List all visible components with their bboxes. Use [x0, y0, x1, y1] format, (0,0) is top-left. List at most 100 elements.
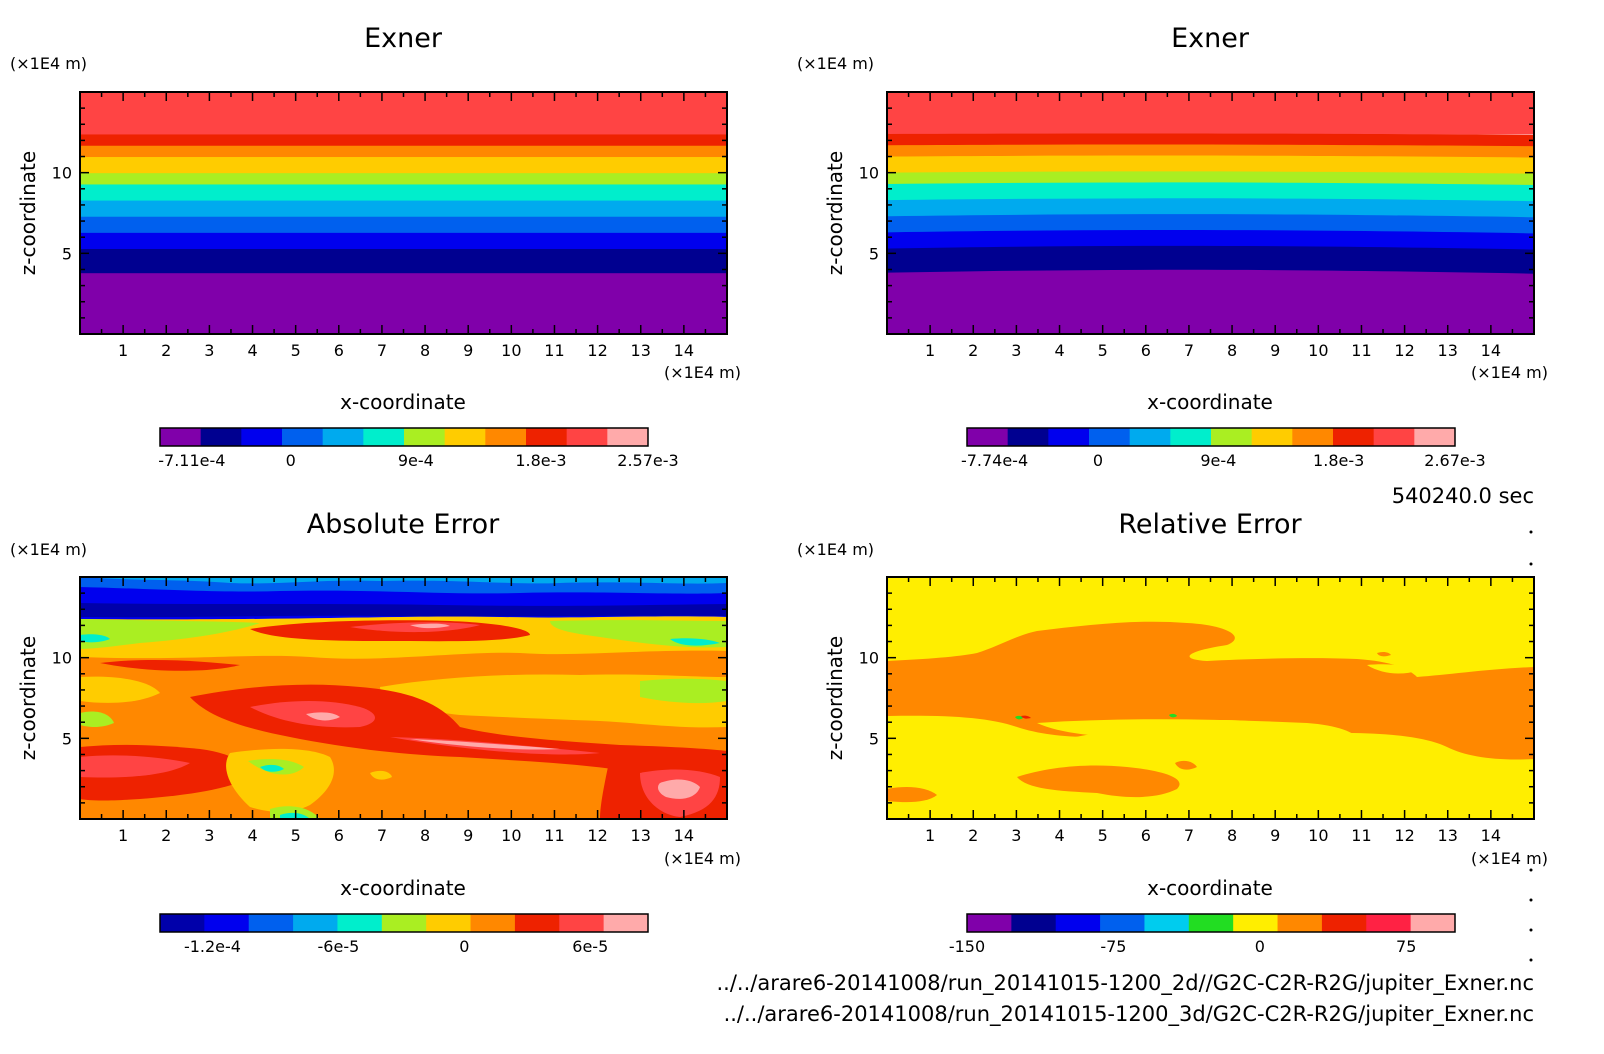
- y-tick-label: 10: [52, 164, 72, 183]
- contour-fill-yellow: [1037, 719, 1357, 740]
- x-tick-label: 1: [118, 341, 128, 360]
- colorbar-swatch: [1144, 914, 1190, 932]
- colorbar-frame: [159, 913, 649, 933]
- x-tick-label: 3: [204, 826, 214, 845]
- x-axis-ticks: 1 2 3 4 5 6 7 8 9 10 11 12 13 14: [100, 577, 707, 845]
- contour-fill-lightpink: [306, 712, 340, 721]
- x-tick-label: 14: [674, 341, 694, 360]
- x-tick-label: 6: [334, 826, 344, 845]
- contour-fill-yellow: [1247, 632, 1347, 643]
- colorbar-swatch: [566, 428, 608, 446]
- y-axis-ticks: 5 10: [859, 107, 1534, 319]
- colorbar-swatch: [1129, 428, 1171, 446]
- panel-exner-3d: Exner (×1E4 m) 1 2 3 4 5 6 7 8 9 10 11 12 13 14 510 (…: [797, 23, 1548, 470]
- contour-fill-green: [1169, 713, 1177, 718]
- colorbar-swatch: [1277, 914, 1323, 932]
- exner-band: [80, 232, 727, 249]
- exner-band: [80, 200, 727, 217]
- x-tick-label: 4: [247, 826, 257, 845]
- y-axis-label: z-coordinate: [16, 636, 40, 760]
- colorbar-swatch: [282, 428, 324, 446]
- x-axis-label: x-coordinate: [340, 876, 466, 900]
- panel-relative-error: Relative Error (×1E4 m) 1 2 3 4 5 6 7 8 9 10 11: [797, 509, 1548, 956]
- colorbar-swatch: [1292, 428, 1334, 446]
- colorbar-tick-label: -1.2e-4: [184, 937, 241, 956]
- colorbar-swatch: [160, 428, 202, 446]
- contour-fill-yellow: [887, 715, 1367, 760]
- contour-fill-yellow: [370, 770, 392, 780]
- contour-fill-darkblue: [80, 603, 727, 618]
- x-tick-label: 12: [587, 826, 607, 845]
- colorbar-swatch: [322, 428, 364, 446]
- x-tick-label: 5: [291, 341, 301, 360]
- abs-error-contours: [80, 577, 727, 819]
- x-tick-label: 5: [1098, 826, 1108, 845]
- colorbar-swatch: [426, 914, 472, 932]
- y-unit-label: (×1E4 m): [10, 540, 87, 559]
- contour-fill-orange: [1377, 651, 1391, 657]
- colorbar-swatch: [1048, 428, 1090, 446]
- contour-fill-lightpink: [658, 779, 700, 799]
- y-tick-label: 5: [869, 244, 879, 263]
- colorbar-swatch: [363, 428, 405, 446]
- x-tick-label: 4: [247, 341, 257, 360]
- colorbar-swatch: [1007, 428, 1049, 446]
- x-tick-label: 11: [1351, 341, 1371, 360]
- colorbar-swatch: [485, 428, 527, 446]
- x-tick-label: 5: [1098, 341, 1108, 360]
- colorbar-swatch: [967, 428, 1009, 446]
- colorbar-tick-label: 9e-4: [398, 451, 434, 470]
- exner-bands: [887, 92, 1534, 334]
- colorbar-tick-label: -150: [949, 937, 985, 956]
- colorbar-swatch: [1211, 428, 1253, 446]
- plot-area: [887, 577, 1534, 819]
- x-tick-label: 9: [1270, 826, 1280, 845]
- colorbar-swatch: [444, 428, 486, 446]
- x-tick-label: 7: [1184, 341, 1194, 360]
- panel-title: Absolute Error: [307, 509, 500, 540]
- x-tick-label: 5: [291, 826, 301, 845]
- x-tick-label: 13: [1438, 341, 1458, 360]
- x-tick-label: 8: [420, 341, 430, 360]
- x-tick-label: 14: [674, 826, 694, 845]
- colorbar-tick-label: -75: [1100, 937, 1126, 956]
- colorbar-tick-label: 6e-5: [572, 937, 608, 956]
- x-tick-label: 10: [501, 341, 521, 360]
- x-tick-label: 9: [463, 341, 473, 360]
- panel-title: Relative Error: [1118, 509, 1302, 540]
- contour-fill-green: [1015, 715, 1023, 720]
- contour-fill-cyan: [670, 638, 720, 646]
- x-unit-label: (×1E4 m): [1471, 849, 1548, 868]
- x-unit-label: (×1E4 m): [664, 849, 741, 868]
- contour-fill-orange: [887, 787, 937, 803]
- colorbar-swatch: [248, 914, 294, 932]
- contour-fill-yellow: [80, 676, 160, 703]
- colorbar-swatch: [1410, 914, 1456, 932]
- x-tick-label: 10: [501, 826, 521, 845]
- x-tick-label: 13: [1438, 826, 1458, 845]
- x-tick-label: 2: [968, 341, 978, 360]
- colorbar-tick-label: 0: [1093, 451, 1103, 470]
- contour-fill-lightpink: [410, 623, 450, 629]
- x-tick-label: 12: [587, 341, 607, 360]
- x-tick-label: 6: [334, 341, 344, 360]
- colorbar-tick-label: -7.74e-4: [961, 451, 1028, 470]
- plot-area: [80, 577, 727, 819]
- x-axis-ticks: 1 2 3 4 5 6 7 8 9 10 11 12 13 14: [100, 92, 707, 360]
- plot-area: [887, 92, 1534, 334]
- colorbar-tick-label: 0: [459, 937, 469, 956]
- colorbar-tick-label: 2.67e-3: [1424, 451, 1485, 470]
- exner-band: [80, 133, 727, 146]
- exner-band: [80, 156, 727, 174]
- contour-fill-green: [80, 711, 114, 727]
- margin-dots: [1529, 530, 1533, 962]
- colorbar-tick-label: 75: [1396, 937, 1416, 956]
- x-tick-label: 10: [1308, 826, 1328, 845]
- y-tick-label: 10: [859, 649, 879, 668]
- contour-fill-lightpink: [410, 739, 560, 750]
- colorbar: -7.11e-4 0 9e-4 1.8e-3 2.57e-3: [158, 427, 679, 470]
- x-tick-label: 8: [1227, 826, 1237, 845]
- time-label: 540240.0 sec: [1392, 484, 1534, 508]
- y-tick-label: 5: [62, 729, 72, 748]
